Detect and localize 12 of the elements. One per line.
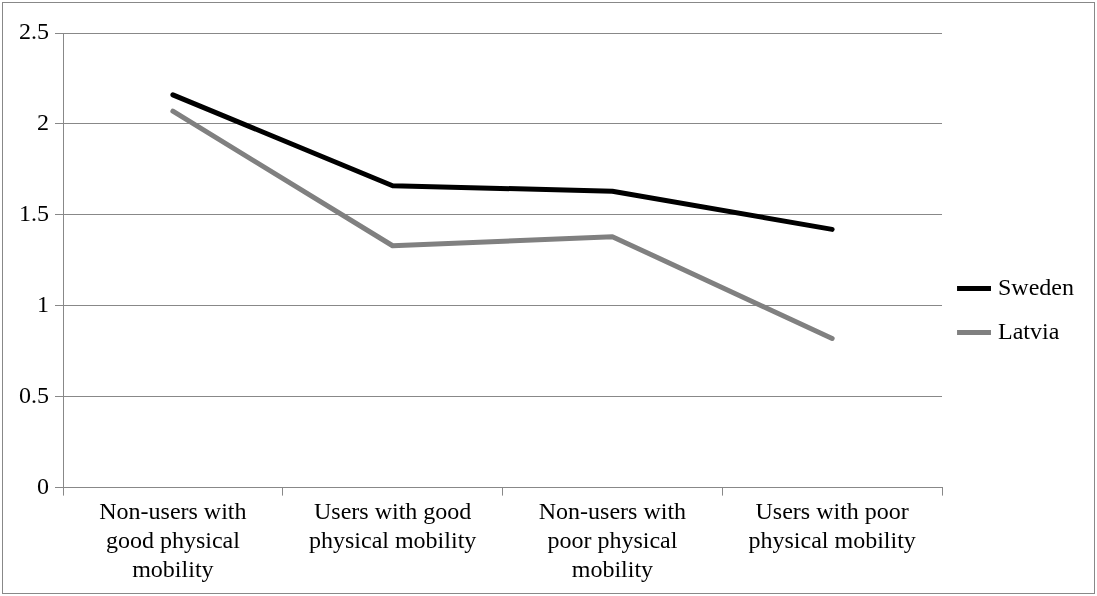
x-tick-label: Non-users with good physical mobility	[99, 498, 247, 582]
y-tick-label: 2.5	[19, 18, 49, 45]
x-tick-label: Non-users with poor physical mobility	[538, 498, 687, 582]
x-tick-label: Users with poor physical mobility	[748, 498, 916, 554]
y-tick-label: 1	[37, 291, 49, 318]
y-tick-label: 1.5	[19, 200, 49, 227]
legend-label: Sweden	[998, 273, 1074, 300]
legend-label: Latvia	[998, 317, 1060, 344]
y-tick-label: 0.5	[19, 381, 49, 408]
x-tick-label: Users with good physical mobility	[308, 498, 477, 554]
y-tick-label: 2	[37, 109, 49, 136]
y-tick-label: 0	[37, 472, 49, 499]
